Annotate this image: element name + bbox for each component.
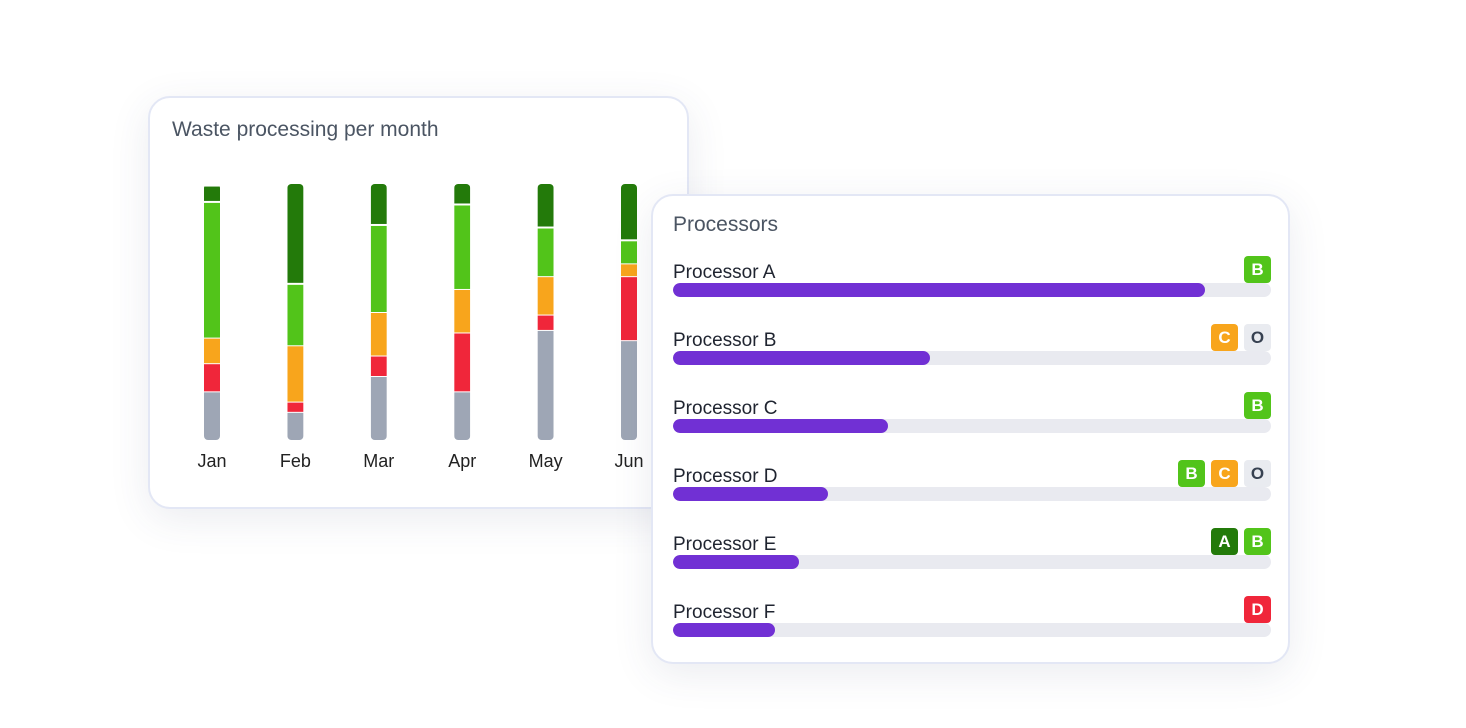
grade-badge: D: [1244, 596, 1271, 623]
bar-stack: [370, 184, 387, 440]
bar-segment-O-Apr: [454, 392, 471, 440]
processors-title: Processors: [673, 213, 779, 236]
grade-badge: B: [1244, 256, 1271, 283]
bar-segment-B-Jun: [621, 241, 637, 264]
progress-fill: [673, 555, 799, 569]
waste-chart-card: Waste processing per month Jan Feb Mar Apr M…: [148, 96, 689, 509]
chart-title: Waste processing per month: [172, 118, 439, 141]
bar-stack: [204, 186, 220, 440]
progress-track: [673, 283, 1271, 297]
grade-badge: B: [1244, 528, 1271, 555]
grade-badges: D: [1244, 596, 1271, 623]
bar-segment-A-Apr: [454, 184, 471, 204]
bar-segment-D-Jun: [621, 277, 637, 341]
progress-fill: [673, 623, 775, 637]
x-tick-label: Mar: [363, 451, 394, 471]
progress-fill: [673, 419, 889, 433]
x-tick-label: Feb: [280, 451, 311, 471]
bar-segment-C-Feb: [287, 346, 304, 402]
processor-row[interactable]: Processor F D: [673, 596, 1271, 658]
bar-segment-D-May: [537, 315, 554, 330]
bar-segment-O-Jan: [204, 392, 220, 440]
bar-segment-D-Jan: [204, 364, 220, 392]
bar-segment-B-Feb: [287, 284, 304, 346]
bar-segment-B-May: [537, 228, 554, 277]
bar-segment-C-Apr: [454, 289, 471, 333]
grade-badge: B: [1244, 392, 1271, 419]
grade-badges: B: [1244, 256, 1271, 283]
progress-track: [673, 623, 1271, 637]
bar-stack: [621, 184, 637, 440]
grade-badge: C: [1211, 324, 1238, 351]
processor-row[interactable]: Processor A B: [673, 256, 1271, 318]
bar-segment-C-Jan: [204, 338, 220, 364]
bar-segment-C-Jun: [621, 264, 637, 277]
bar-segment-B-Jan: [204, 202, 220, 338]
bar-segment-A-Jun: [621, 184, 637, 240]
stacked-bar-chart: Jan Feb Mar Apr May Jun: [197, 184, 644, 471]
grade-badges: B: [1244, 392, 1271, 419]
bar-segment-B-Mar: [370, 225, 387, 312]
bar-stack: [287, 184, 304, 440]
bar-segment-A-May: [537, 184, 554, 227]
bar-segment-A-Jan: [204, 186, 220, 201]
progress-track: [673, 487, 1271, 501]
x-tick-label: Apr: [448, 451, 476, 471]
grade-badge: O: [1244, 460, 1271, 487]
progress-track: [673, 419, 1271, 433]
bar-segment-D-Apr: [454, 333, 471, 392]
bar-segment-B-Apr: [454, 205, 471, 289]
processor-name: Processor C: [673, 398, 778, 419]
progress-fill: [673, 487, 829, 501]
progress-track: [673, 555, 1271, 569]
processor-row[interactable]: Processor C B: [673, 392, 1271, 454]
progress-track: [673, 351, 1271, 365]
x-tick-label: Jun: [614, 451, 643, 471]
grade-badge: A: [1211, 528, 1238, 555]
progress-fill: [673, 283, 1206, 297]
processors-card: Processors Processor A B Processor B C O Proc…: [651, 194, 1290, 664]
processor-name: Processor D: [673, 466, 778, 487]
bar-segment-O-Mar: [370, 377, 387, 440]
bar-segment-D-Mar: [370, 356, 387, 376]
processor-name: Processor A: [673, 262, 776, 283]
processor-name: Processor E: [673, 534, 777, 555]
bar-segment-A-Mar: [370, 184, 387, 224]
grade-badge: B: [1178, 460, 1205, 487]
grade-badge: O: [1244, 324, 1271, 351]
bar-stack: [537, 184, 554, 440]
x-tick-label: May: [529, 451, 563, 471]
bar-segment-O-Feb: [287, 412, 304, 440]
bar-stack: [454, 184, 471, 440]
bar-segment-D-Feb: [287, 402, 304, 412]
bar-segment-C-Mar: [370, 313, 387, 356]
processor-name: Processor B: [673, 330, 777, 351]
bar-segment-O-Jun: [621, 341, 637, 440]
x-tick-label: Jan: [197, 451, 226, 471]
bar-segment-A-Feb: [287, 184, 304, 283]
grade-badge: C: [1211, 460, 1238, 487]
bar-segment-O-May: [537, 330, 554, 440]
bar-segment-C-May: [537, 277, 554, 315]
processor-name: Processor F: [673, 602, 776, 623]
progress-fill: [673, 351, 931, 365]
